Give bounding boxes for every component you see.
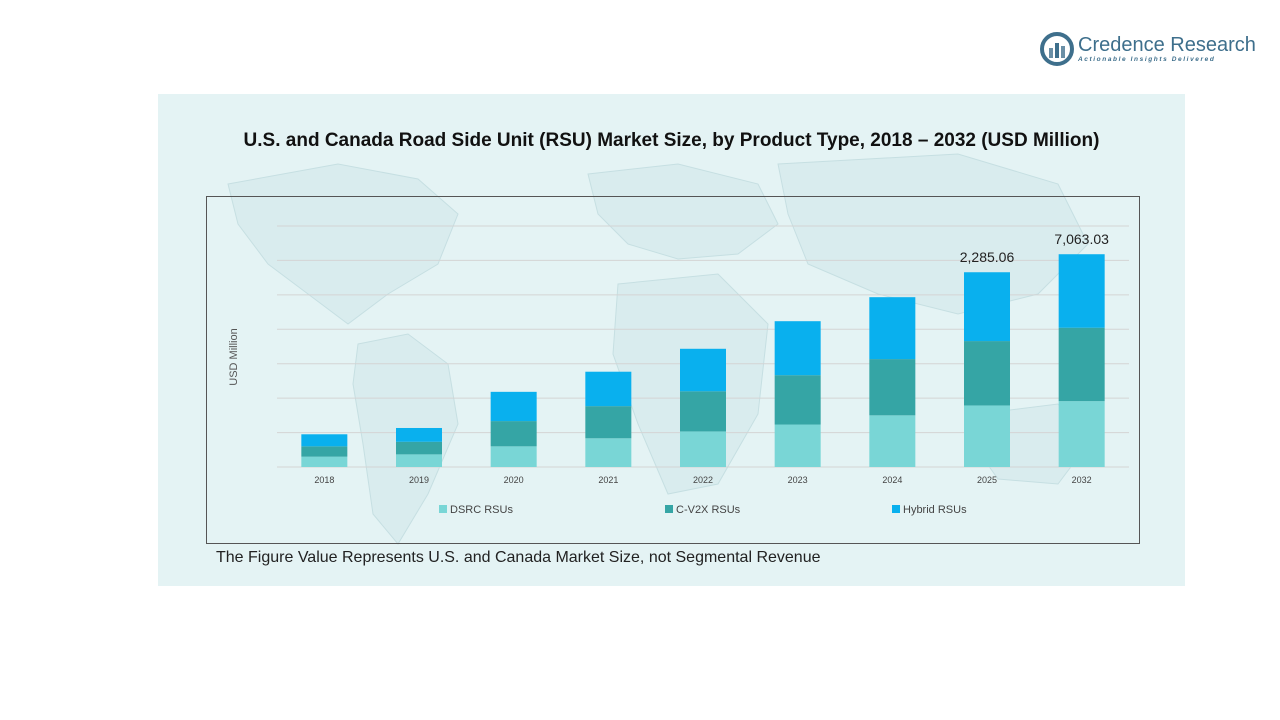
bar-hybrid-rsus-2022	[680, 348, 726, 392]
bar-dsrc-rsus-2020	[490, 446, 537, 467]
legend-label: Hybrid RSUs	[903, 504, 967, 516]
brand-tagline: Actionable Insights Delivered	[1078, 56, 1216, 63]
bar-c-v2x-rsus-2019	[396, 441, 442, 455]
chart-frame: USD Million 2018 2019 2020 2021 2022 2023 2024…	[206, 196, 1140, 544]
x-tick-label: 2023	[788, 475, 808, 485]
bar-c-v2x-rsus-2018	[301, 446, 348, 457]
y-axis-label: USD Million	[228, 328, 240, 385]
data-label: 2,285.06	[960, 249, 1015, 265]
x-tick-label: 2032	[1072, 475, 1092, 485]
brand-logo: Credence Research Actionable Insights De…	[1040, 32, 1256, 68]
bar-hybrid-rsus-2019	[396, 427, 442, 442]
x-tick-label: 2025	[977, 475, 997, 485]
x-tick-label: 2019	[409, 475, 429, 485]
legend-label: DSRC RSUs	[450, 504, 513, 516]
bar-dsrc-rsus-2021	[585, 438, 632, 467]
legend-swatch	[665, 505, 673, 513]
bar-hybrid-rsus-2020	[490, 391, 537, 422]
x-tick-label: 2022	[693, 475, 713, 485]
legend-swatch	[439, 505, 447, 513]
bar-dsrc-rsus-2025	[964, 405, 1010, 467]
bar-c-v2x-rsus-2020	[490, 421, 537, 447]
bar-dsrc-rsus-2023	[774, 424, 821, 467]
bar-dsrc-rsus-2032	[1058, 401, 1105, 467]
bar-hybrid-rsus-2032	[1058, 254, 1105, 328]
bar-hybrid-rsus-2024	[869, 297, 916, 360]
bar-c-v2x-rsus-2024	[869, 359, 916, 416]
bar-hybrid-rsus-2018	[301, 434, 348, 447]
bar-dsrc-rsus-2018	[301, 456, 348, 467]
bar-dsrc-rsus-2022	[680, 431, 726, 467]
chart-title: U.S. and Canada Road Side Unit (RSU) Mar…	[243, 130, 1100, 151]
stacked-bar-chart: USD Million 2018 2019 2020 2021 2022 2023 2024…	[228, 225, 1129, 516]
data-label: 7,063.03	[1054, 231, 1109, 247]
brand-name: Credence Research	[1078, 34, 1256, 56]
x-tick-label: 2020	[504, 475, 524, 485]
bar-c-v2x-rsus-2023	[774, 375, 821, 425]
bar-c-v2x-rsus-2022	[680, 391, 726, 432]
bar-c-v2x-rsus-2021	[585, 406, 632, 439]
x-tick-label: 2018	[314, 475, 334, 485]
chart-footnote: The Figure Value Represents U.S. and Can…	[216, 549, 821, 566]
bar-dsrc-rsus-2019	[396, 454, 442, 467]
credence-logo-icon	[1040, 32, 1074, 66]
chart-panel: U.S. and Canada Road Side Unit (RSU) Mar…	[158, 94, 1185, 586]
bar-hybrid-rsus-2025	[964, 272, 1010, 342]
x-tick-label: 2024	[882, 475, 902, 485]
bar-c-v2x-rsus-2025	[964, 341, 1010, 406]
legend-swatch	[892, 505, 900, 513]
bar-c-v2x-rsus-2032	[1058, 327, 1105, 402]
bar-hybrid-rsus-2023	[774, 321, 821, 376]
bar-hybrid-rsus-2021	[585, 371, 632, 407]
x-tick-label: 2021	[598, 475, 618, 485]
bar-dsrc-rsus-2024	[869, 415, 916, 467]
legend-label: C-V2X RSUs	[676, 504, 741, 516]
